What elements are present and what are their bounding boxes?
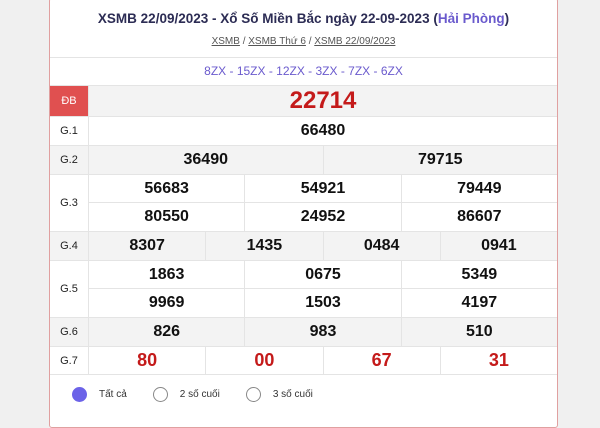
breadcrumb: XSMB / XSMB Thứ 6 / XSMB 22/09/2023: [50, 36, 557, 47]
radio-label: Tất cả: [99, 389, 127, 400]
prize-value: 5349: [400, 261, 557, 288]
label-g3: G.3: [50, 175, 89, 231]
prize-value: 0675: [244, 261, 400, 288]
breadcrumb-sep: /: [242, 36, 246, 47]
prize-value: 54921: [244, 175, 400, 202]
row-g4: G.4 8307 1435 0484 0941: [50, 231, 557, 260]
prize-value: 24952: [244, 203, 400, 231]
prize-value: 67: [322, 347, 440, 374]
prize-value: 0941: [439, 232, 557, 260]
prize-value: 0484: [322, 232, 440, 260]
label-g5: G.5: [50, 261, 89, 317]
label-g1: G.1: [50, 117, 89, 145]
prize-value: 80550: [144, 208, 189, 225]
prize-value: 983: [244, 318, 400, 346]
prize-value: 56683: [144, 179, 189, 197]
label-db: ĐB: [50, 86, 89, 116]
prize-db-value: 22714: [289, 87, 357, 114]
radio-checked-icon[interactable]: [72, 387, 87, 402]
row-g3: G.3 56683 54921 79449 80550 24952 86607: [50, 174, 557, 231]
prize-value: 4197: [400, 289, 557, 317]
radio-all[interactable]: Tất cả: [72, 387, 127, 402]
digit-filter: Tất cả 2 số cuối 3 số cuối: [72, 387, 339, 402]
radio-unchecked-icon[interactable]: [245, 387, 261, 402]
row-g1: G.1 66480: [50, 116, 557, 145]
row-db: ĐB 22714: [50, 85, 557, 116]
prize-value: 79715: [322, 146, 558, 174]
radio-last-2[interactable]: 2 số cuối: [152, 387, 220, 402]
row-g5: G.5 1863 0675 5349 9969 1503 4197: [50, 260, 557, 317]
prize-value: 1503: [244, 289, 400, 317]
label-g6: G.6: [50, 318, 89, 346]
title-end: ): [504, 11, 510, 26]
prize-value: 31: [439, 347, 557, 374]
title-region: Hải Phòng: [437, 11, 505, 26]
breadcrumb-xsmb[interactable]: XSMB: [211, 36, 240, 47]
prize-value: 66480: [300, 122, 346, 139]
prize-value: 79449: [400, 175, 557, 202]
breadcrumb-sep: /: [308, 36, 312, 47]
prize-value: 826: [153, 323, 181, 340]
label-g7: G.7: [50, 347, 89, 374]
row-g6: G.6 826 983 510: [50, 317, 557, 346]
page-title: XSMB 22/09/2023 - Xổ Số Miền Bắc ngày 22…: [50, 11, 557, 26]
results-panel: XSMB 22/09/2023 - Xổ Số Miền Bắc ngày 22…: [49, 0, 558, 428]
prize-value: 36490: [183, 151, 229, 168]
prize-value: 80: [137, 350, 158, 370]
breadcrumb-thu6[interactable]: XSMB Thứ 6: [248, 36, 306, 47]
prize-value: 1435: [205, 232, 322, 260]
prize-value: 8307: [129, 237, 165, 254]
radio-label: 2 số cuối: [179, 389, 220, 400]
label-g4: G.4: [50, 232, 89, 260]
radio-last-3[interactable]: 3 số cuối: [245, 387, 313, 402]
prize-value: 86607: [400, 203, 557, 231]
label-g2: G.2: [50, 146, 89, 174]
radio-unchecked-icon[interactable]: [152, 387, 168, 402]
prize-codes: 8ZX - 15ZX - 12ZX - 3ZX - 7ZX - 6ZX: [50, 57, 557, 84]
title-text: XSMB 22/09/2023 - Xổ Số Miền Bắc ngày 22…: [97, 11, 438, 26]
radio-label: 3 số cuối: [272, 389, 313, 400]
prize-value: 510: [400, 318, 557, 346]
prize-value: 1863: [148, 265, 185, 283]
row-g7: G.7 80 00 67 31: [50, 346, 557, 375]
breadcrumb-date[interactable]: XSMB 22/09/2023: [314, 36, 396, 47]
prize-value: 9969: [148, 294, 185, 311]
row-g2: G.2 36490 79715: [50, 145, 557, 174]
prize-value: 00: [205, 347, 322, 374]
